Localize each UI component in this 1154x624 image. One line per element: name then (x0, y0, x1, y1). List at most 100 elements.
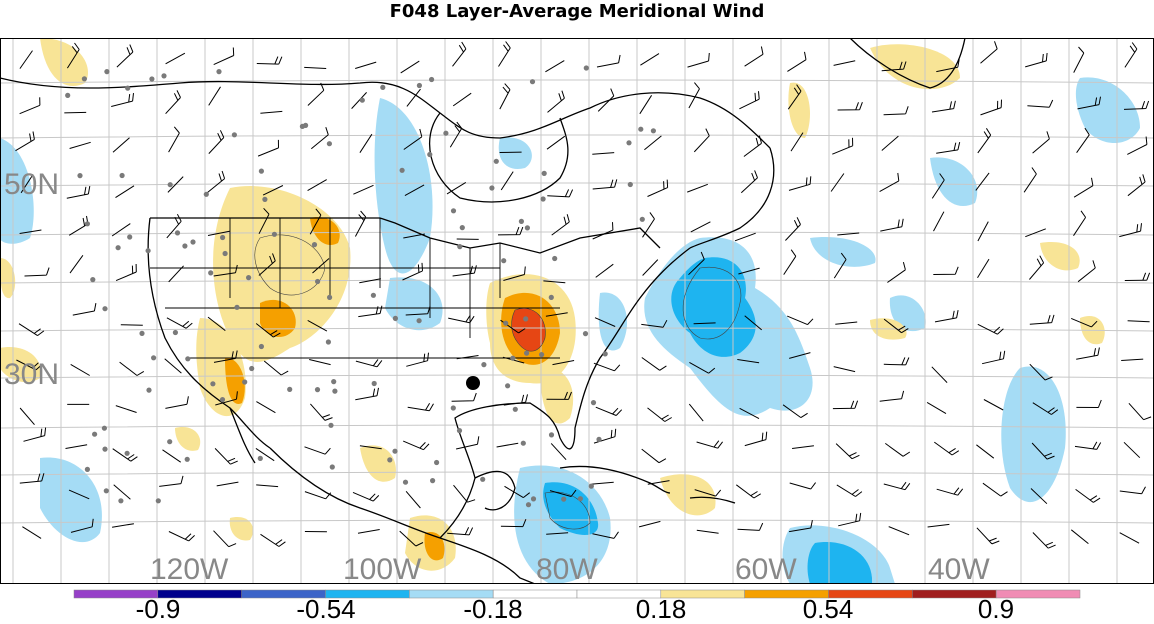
wind-barb (884, 106, 909, 114)
station-dot (161, 73, 166, 78)
wind-barb (983, 483, 1008, 496)
observation-stations (65, 65, 656, 507)
station-dot (102, 447, 107, 452)
wind-anomaly-shading (0, 38, 1140, 584)
station-dot (589, 484, 594, 489)
wind-barb (453, 93, 471, 106)
station-dot (417, 318, 422, 323)
wind-barb (169, 532, 195, 541)
wind-barb (69, 216, 88, 235)
wind-barb (744, 136, 762, 157)
station-dot (175, 230, 180, 235)
station-dot (552, 256, 557, 261)
station-dot (505, 383, 510, 388)
station-dot (120, 173, 125, 178)
wind-barb (24, 428, 46, 442)
station-dot (417, 83, 422, 88)
station-dot (430, 478, 435, 483)
station-dot (249, 366, 254, 371)
wind-barb (1125, 273, 1150, 281)
wind-barb (739, 91, 759, 109)
wind-barb (880, 391, 904, 401)
wind-map (0, 38, 1154, 584)
station-dot (371, 293, 376, 298)
station-dot (77, 173, 82, 178)
wind-barb (111, 93, 133, 106)
map-panel[interactable]: 50N 30N 120W 100W 80W 60W 40W (0, 38, 1154, 584)
station-dot (578, 496, 583, 501)
station-dot (523, 316, 528, 321)
station-dot (125, 451, 130, 456)
wind-barb (880, 173, 899, 192)
wind-barb (260, 111, 282, 113)
station-dot (519, 219, 524, 224)
wind-barb (70, 255, 83, 273)
selected-station-marker[interactable] (466, 376, 480, 390)
wind-barb (358, 306, 382, 317)
positive-anomaly-region (360, 445, 396, 481)
station-dot (156, 498, 161, 503)
wind-barb (837, 485, 862, 497)
wind-barb (501, 172, 513, 190)
wind-barb (257, 57, 282, 65)
wind-barb (406, 353, 428, 367)
station-dot (451, 208, 456, 213)
wind-barb (697, 530, 719, 533)
wind-barb (643, 212, 655, 237)
wind-barb (499, 42, 511, 67)
wind-barb (73, 303, 96, 315)
negative-anomaly-region (810, 237, 876, 267)
station-dot (457, 428, 462, 433)
negative-anomaly-region (375, 98, 433, 273)
wind-barb (640, 95, 652, 114)
station-dot (549, 432, 554, 437)
wind-barb (256, 402, 275, 413)
wind-barb (648, 180, 668, 197)
wind-barb (1024, 168, 1036, 193)
wind-barb (735, 233, 756, 241)
station-dot (118, 498, 123, 503)
wind-barb (934, 212, 944, 231)
wind-barb (738, 523, 763, 530)
wind-barb (20, 408, 34, 425)
station-dot (312, 242, 317, 247)
positive-anomaly-region (175, 427, 200, 451)
wind-barb (642, 358, 667, 371)
station-dot (259, 169, 264, 174)
station-dot (85, 221, 90, 226)
wind-barb (1029, 256, 1043, 280)
station-dot (332, 389, 337, 394)
wind-barb (642, 449, 666, 463)
station-dot (146, 248, 151, 253)
wind-barb (169, 127, 180, 152)
station-dot (210, 381, 215, 386)
lon-label-80w: 80W (536, 555, 598, 584)
wind-barb (745, 47, 763, 67)
station-dot (530, 79, 535, 84)
station-dot (628, 182, 633, 187)
wind-barb (452, 393, 477, 401)
wind-barb (453, 42, 466, 66)
positive-anomaly-region (1040, 242, 1080, 270)
station-dot (315, 387, 320, 392)
wind-barb (356, 359, 382, 366)
station-dot (480, 477, 485, 482)
wind-barb (1025, 53, 1047, 67)
station-dot (204, 192, 209, 197)
wind-barb (305, 447, 331, 454)
wind-barb (19, 324, 44, 336)
wind-barb (1076, 400, 1101, 408)
station-dot (503, 321, 508, 326)
wind-barb (166, 53, 185, 64)
wind-barb (120, 362, 144, 375)
station-dot (596, 437, 601, 442)
wind-barb (741, 170, 757, 192)
wind-barb (112, 524, 134, 528)
wind-barb (933, 267, 958, 275)
station-dot (360, 98, 365, 103)
station-dot (524, 351, 529, 356)
wind-barb (208, 171, 225, 193)
wind-barb (1074, 178, 1093, 197)
wind-barb (640, 54, 659, 66)
station-dot (330, 464, 335, 469)
